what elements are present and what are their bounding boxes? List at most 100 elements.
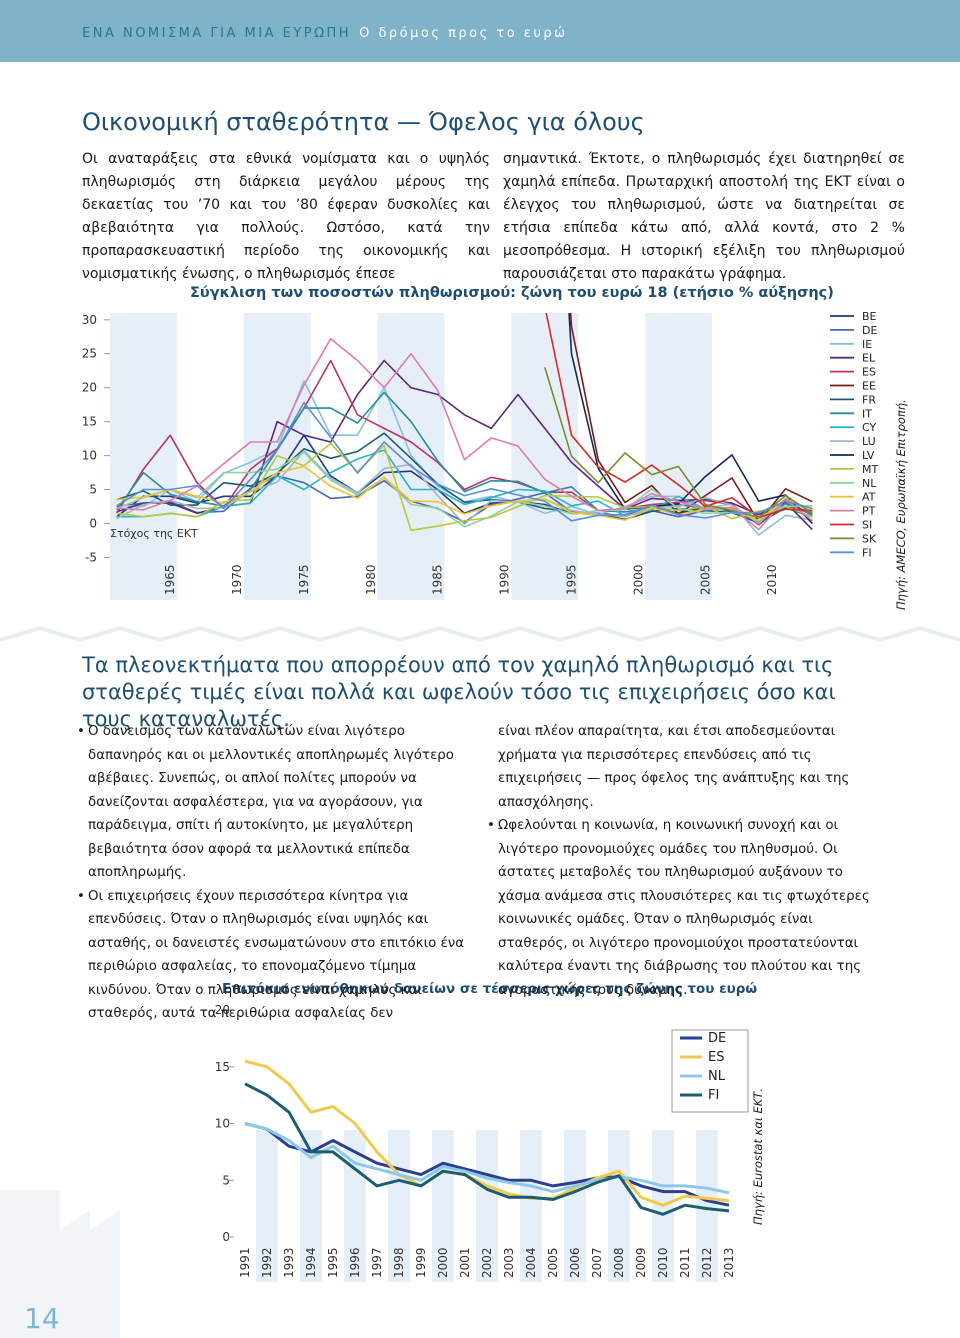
y-tick-label: 20 [82, 381, 97, 395]
x-tick-label: 1994 [304, 1247, 318, 1278]
legend-label: SI [862, 519, 872, 532]
x-tick-label: 2000 [631, 564, 645, 595]
x-tick-label: 1975 [297, 564, 311, 595]
x-tick-label: 1965 [163, 564, 177, 595]
source: Πηγή: Eurostat και ΕΚΤ. [751, 1088, 765, 1225]
x-tick-label: 2013 [722, 1247, 736, 1278]
y-tick-label: 25 [82, 347, 97, 361]
x-tick-label: 2003 [502, 1247, 516, 1278]
legend-label: IE [862, 338, 872, 351]
series-line [116, 450, 813, 525]
bullet: Ο δανεισμός των καταναλωτών είναι λιγότε… [77, 720, 470, 885]
x-tick-label: 1998 [392, 1247, 406, 1278]
x-tick-label: 1985 [431, 564, 445, 595]
x-tick-label: 2005 [698, 564, 712, 595]
paragraph: είναι πλέον απαραίτητα, και έτσι αποδεσμ… [498, 724, 850, 810]
series-line [116, 338, 813, 531]
y-tick-label: 15 [215, 1060, 230, 1074]
x-tick-label: 1991 [238, 1247, 252, 1278]
x-tick-label: 2005 [546, 1247, 560, 1278]
band [696, 1130, 718, 1282]
x-tick-label: 1993 [282, 1247, 296, 1278]
page-number: 14 [24, 1302, 60, 1335]
y-tick-label: 15 [82, 415, 97, 429]
series-name: ΕΝΑ ΝΟΜΙΣΜΑ ΓΙΑ ΜΙΑ ΕΥΡΩΠΗ [82, 26, 352, 41]
x-tick-label: 2011 [678, 1247, 692, 1278]
legend-box [671, 1029, 749, 1113]
y-tick-label: 5 [222, 1173, 230, 1187]
x-tick-label: 1996 [348, 1247, 362, 1278]
x-tick-label: 2009 [634, 1247, 648, 1278]
x-tick-label: 1999 [414, 1247, 428, 1278]
band [645, 313, 712, 600]
legend-label: DE [708, 1031, 726, 1046]
band [520, 1130, 542, 1282]
series-title: ΕΝΑ ΝΟΜΙΣΜΑ ΓΙΑ ΜΙΑ ΕΥΡΩΠΗ Ο δρόμος προς … [82, 26, 568, 41]
band [300, 1130, 322, 1282]
bullet-column: είναι πλέον απαραίτητα, και έτσι αποδεσμ… [487, 720, 880, 1002]
y-tick-label: 0 [222, 1230, 230, 1244]
legend-label: FR [862, 393, 876, 406]
series-line [244, 1122, 730, 1195]
x-tick-label: 1970 [230, 564, 244, 595]
x-tick-label: 2004 [524, 1247, 538, 1278]
x-tick-label: 1997 [370, 1247, 384, 1278]
legend-label: MT [862, 463, 878, 476]
series-line [545, 313, 813, 519]
series-line [244, 1082, 730, 1216]
series-line [116, 432, 813, 524]
legend-label: LV [862, 449, 875, 462]
subtitle: Ο δρόμος προς το ευρώ [359, 26, 568, 41]
y-tick-label: 30 [82, 313, 97, 327]
x-tick-label: 2002 [480, 1247, 494, 1278]
series-line [116, 442, 813, 532]
y-tick-label: -5 [85, 550, 97, 564]
legend-label: ES [862, 366, 876, 379]
x-tick-label: 1995 [565, 564, 579, 595]
y-tick-label: 10 [82, 449, 97, 463]
x-tick-label: 2010 [765, 564, 779, 595]
y-tick-label: 0 [89, 516, 97, 530]
bullet: Ωφελούνται η κοινωνία, η κοινωνική συνοχ… [487, 814, 880, 1002]
band [564, 1130, 586, 1282]
band [110, 313, 177, 600]
series-line [568, 313, 813, 525]
legend-label: IT [862, 407, 872, 420]
section-heading: Οικονομική σταθερότητα — Όφελος για όλου… [82, 108, 645, 136]
legend-label: BE [862, 310, 877, 323]
series-line [116, 475, 813, 523]
x-tick-label: 2006 [568, 1247, 582, 1278]
paragraph: σημαντικά. Έκτοτε, ο πληθωρισμός έχει δι… [503, 151, 905, 282]
legend-label: SK [862, 532, 877, 545]
legend-label: NL [862, 477, 877, 490]
chart-title: Σύγκλιση των ποσοστών πληθωρισμού: ζώνη … [190, 285, 834, 301]
divider [0, 625, 960, 643]
legend-label: EL [862, 352, 876, 365]
source: Πηγή: AMECO, Ευρωπαϊκή Επιτροπή. [894, 399, 908, 610]
x-tick-label: 1992 [260, 1247, 274, 1278]
annotation: Στόχος της ΕΚΤ [110, 527, 198, 540]
legend-label: CY [862, 421, 876, 434]
band [608, 1130, 630, 1282]
y-tick-label: 5 [89, 483, 97, 497]
y-tick-label: 10 [215, 1117, 230, 1131]
x-tick-label: 2000 [436, 1247, 450, 1278]
legend-label: DE [862, 324, 877, 337]
legend-label: EE [862, 380, 876, 393]
legend-label: LU [862, 435, 876, 448]
legend-label: NL [708, 1069, 726, 1084]
legend-label: AT [862, 491, 876, 504]
series-line [244, 1059, 730, 1207]
band [511, 313, 579, 600]
header-bar [0, 0, 960, 62]
paragraph: Οι αναταράξεις στα εθνικά νομίσματα και … [82, 151, 490, 282]
x-tick-label: 2010 [656, 1247, 670, 1278]
plot-lines [116, 313, 813, 536]
x-tick-label: 2007 [590, 1247, 604, 1278]
factory-silhouette [0, 1190, 120, 1338]
x-tick-label: 2012 [700, 1247, 714, 1278]
legend-label: FI [708, 1088, 719, 1103]
band [256, 1130, 278, 1282]
x-tick-label: 1990 [498, 564, 512, 595]
